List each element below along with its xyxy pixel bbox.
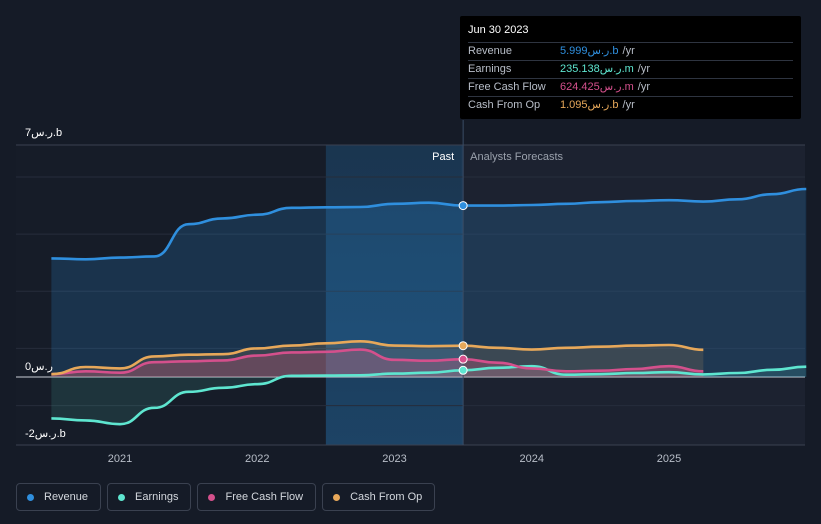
- series-lines: [51, 187, 807, 426]
- tooltip-row-label: Revenue: [468, 45, 513, 57]
- tooltip-row: Earnings 235.138ر.س.m/yr: [468, 60, 793, 78]
- tooltip-row: Free Cash Flow 624.425ر.س.m/yr: [468, 78, 793, 96]
- revenue-area: [51, 189, 807, 377]
- y-axis-ticks: 7ر.س.b 0ر.س -2ر.س.b: [25, 127, 66, 440]
- revenue-line: [51, 187, 807, 261]
- earnings-line: [51, 364, 807, 426]
- earnings-area: [51, 366, 807, 425]
- x-axis-ticks: 2021 2022 2023 2024 2025: [108, 453, 681, 465]
- legend-item-cash-from-op[interactable]: Cash From Op: [322, 483, 436, 511]
- tooltip: Jun 30 2023 Revenue 5.999ر.س.b/yr Earnings…: [460, 16, 801, 119]
- tooltip-row-value: 235.138ر.س.m: [560, 63, 634, 75]
- tooltip-row-unit: /yr: [637, 81, 651, 93]
- tooltip-rows: Revenue 5.999ر.س.b/yr Earnings 235.138ر.س.m…: [468, 42, 793, 114]
- legend-label: Cash From Op: [350, 491, 423, 503]
- free-cash-flow-marker: [458, 354, 468, 364]
- x-tick-label: 2025: [657, 453, 681, 465]
- hover-markers: [458, 201, 468, 375]
- x-tick-label: 2023: [382, 453, 406, 465]
- legend-dot-icon: [118, 493, 126, 501]
- cash-from-op-line: [51, 339, 704, 376]
- revenue-marker: [458, 201, 468, 211]
- earnings-marker: [458, 365, 468, 375]
- tooltip-date: Jun 30 2023: [468, 24, 529, 36]
- x-tick-label: 2024: [520, 453, 544, 465]
- tooltip-row-unit: /yr: [637, 63, 651, 75]
- legend-dot-icon: [27, 493, 34, 501]
- legend-label: Earnings: [135, 491, 179, 503]
- legend-dot-icon: [208, 493, 216, 501]
- y-tick-label: 0ر.س: [25, 361, 53, 373]
- legend-item-free-cash-flow[interactable]: Free Cash Flow: [197, 483, 317, 511]
- legend-dot-icon: [333, 493, 341, 501]
- tooltip-row-unit: /yr: [622, 45, 635, 57]
- free-cash-flow-area: [51, 349, 704, 377]
- tooltip-row-label: Cash From Op: [468, 99, 541, 111]
- tooltip-row-value: 624.425ر.س.m: [560, 81, 634, 93]
- tooltip-row-label: Free Cash Flow: [468, 81, 546, 93]
- legend-item-revenue[interactable]: Revenue: [16, 483, 102, 511]
- tooltip-row-value: 5.999ر.س.b: [560, 45, 619, 57]
- free-cash-flow-line: [51, 348, 704, 376]
- forecast-label: Analysts Forecasts: [470, 151, 563, 163]
- gridlines: [16, 144, 805, 446]
- legend-label: Free Cash Flow: [225, 491, 304, 503]
- highlight-region: [325, 145, 464, 445]
- tooltip-row: Cash From Op 1.095ر.س.b/yr: [468, 96, 793, 114]
- cash-from-op-marker: [458, 341, 468, 351]
- x-tick-label: 2021: [108, 453, 132, 465]
- y-tick-label: 7ر.س.b: [25, 127, 62, 139]
- tooltip-row-value: 1.095ر.س.b: [560, 99, 619, 111]
- x-tick-label: 2022: [245, 453, 269, 465]
- legend: Revenue Earnings Free Cash Flow Cash From O…: [16, 483, 436, 511]
- legend-label: Revenue: [44, 491, 89, 503]
- past-label: Past: [432, 151, 454, 163]
- y-tick-label: -2ر.س.b: [25, 428, 66, 440]
- tooltip-row-unit: /yr: [622, 99, 635, 111]
- forecast-background: [461, 145, 805, 445]
- tooltip-row-label: Earnings: [468, 63, 512, 75]
- tooltip-row: Revenue 5.999ر.س.b/yr: [468, 42, 793, 60]
- legend-item-earnings[interactable]: Earnings: [107, 483, 192, 511]
